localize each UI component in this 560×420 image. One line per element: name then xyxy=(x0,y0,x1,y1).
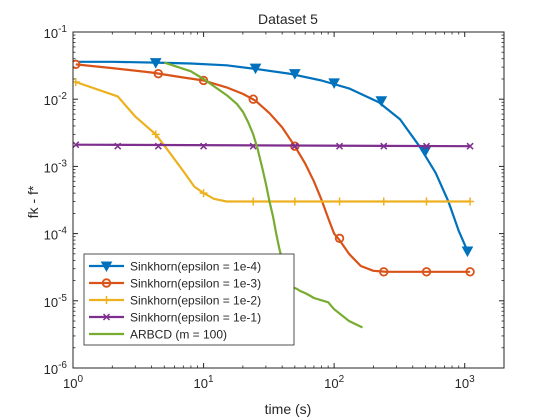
series-4-marker xyxy=(336,142,344,150)
series-4 xyxy=(73,141,474,150)
series-5 xyxy=(163,61,363,329)
series-4-marker xyxy=(154,142,162,150)
legend-swatch-marker xyxy=(102,313,111,321)
legend-entry-label: ARBCD (m = 100) xyxy=(130,328,227,342)
series-3-marker xyxy=(199,189,208,198)
legend-entry-label: Sinkhorn(epsilon = 1e-2) xyxy=(130,294,261,308)
series-4-marker xyxy=(291,142,299,150)
series-4-marker xyxy=(114,142,122,150)
series-2-marker xyxy=(73,59,81,70)
series-2-marker xyxy=(334,233,345,244)
series-4-marker xyxy=(422,142,431,150)
series-1-marker xyxy=(328,78,340,89)
series-2-marker xyxy=(421,267,432,277)
x-tick-label: 101 xyxy=(194,374,214,391)
legend-entry-label: Sinkhorn(epsilon = 1e-3) xyxy=(130,277,261,291)
series-1-marker xyxy=(249,63,262,75)
series-1 xyxy=(78,58,474,258)
legend-swatch-marker xyxy=(102,296,111,304)
legend-entry-label: Sinkhorn(epsilon = 1e-1) xyxy=(130,311,261,325)
series-4-marker xyxy=(466,142,474,150)
axes-box xyxy=(72,31,505,369)
legend: Sinkhorn(epsilon = 1e-4) Sinkhorn(epsilon… xyxy=(83,253,295,346)
series-3-line xyxy=(75,80,471,203)
y-tick-label: 10-2 xyxy=(44,91,68,108)
series-2-marker xyxy=(465,267,475,277)
series-1-marker xyxy=(149,58,162,69)
series-layer xyxy=(73,58,475,329)
x-tick-label: 103 xyxy=(455,374,475,391)
x-tick-label: 102 xyxy=(324,374,344,391)
series-3-marker xyxy=(151,130,160,139)
series-2-marker xyxy=(379,267,389,277)
y-tick-label: 10-1 xyxy=(44,24,68,41)
series-2-line xyxy=(75,63,471,273)
series-4-marker xyxy=(200,142,208,150)
series-1-marker xyxy=(288,69,301,80)
y-tick-label: 10-3 xyxy=(44,158,68,175)
legend-entry-label: Sinkhorn(epsilon = 1e-4) xyxy=(130,260,261,274)
series-2-marker xyxy=(153,68,163,79)
y-axis-label: fk - f* xyxy=(25,185,41,218)
series-3-marker xyxy=(466,197,475,206)
series-1-marker xyxy=(461,246,474,258)
series-5-line xyxy=(163,61,363,329)
series-3-marker xyxy=(290,197,299,206)
y-tick-label: 10-6 xyxy=(44,360,68,377)
series-3-marker xyxy=(379,197,388,206)
y-tick-label: 10-5 xyxy=(44,293,68,310)
series-3-marker xyxy=(249,197,258,206)
series-4-marker xyxy=(73,141,80,149)
legend-swatch-marker xyxy=(100,261,113,273)
x-axis-label: time (s) xyxy=(265,401,312,417)
series-1-marker xyxy=(375,96,388,107)
chart-title: Dataset 5 xyxy=(258,11,318,27)
legend-swatch-marker xyxy=(101,278,112,288)
x-tick-label: 100 xyxy=(63,374,83,391)
series-4-line xyxy=(75,143,471,148)
series-3-marker xyxy=(422,197,431,206)
y-tick-label: 10-4 xyxy=(44,226,68,243)
series-3-marker xyxy=(335,197,344,206)
series-4-marker xyxy=(380,142,388,150)
series-2-marker xyxy=(248,94,258,104)
